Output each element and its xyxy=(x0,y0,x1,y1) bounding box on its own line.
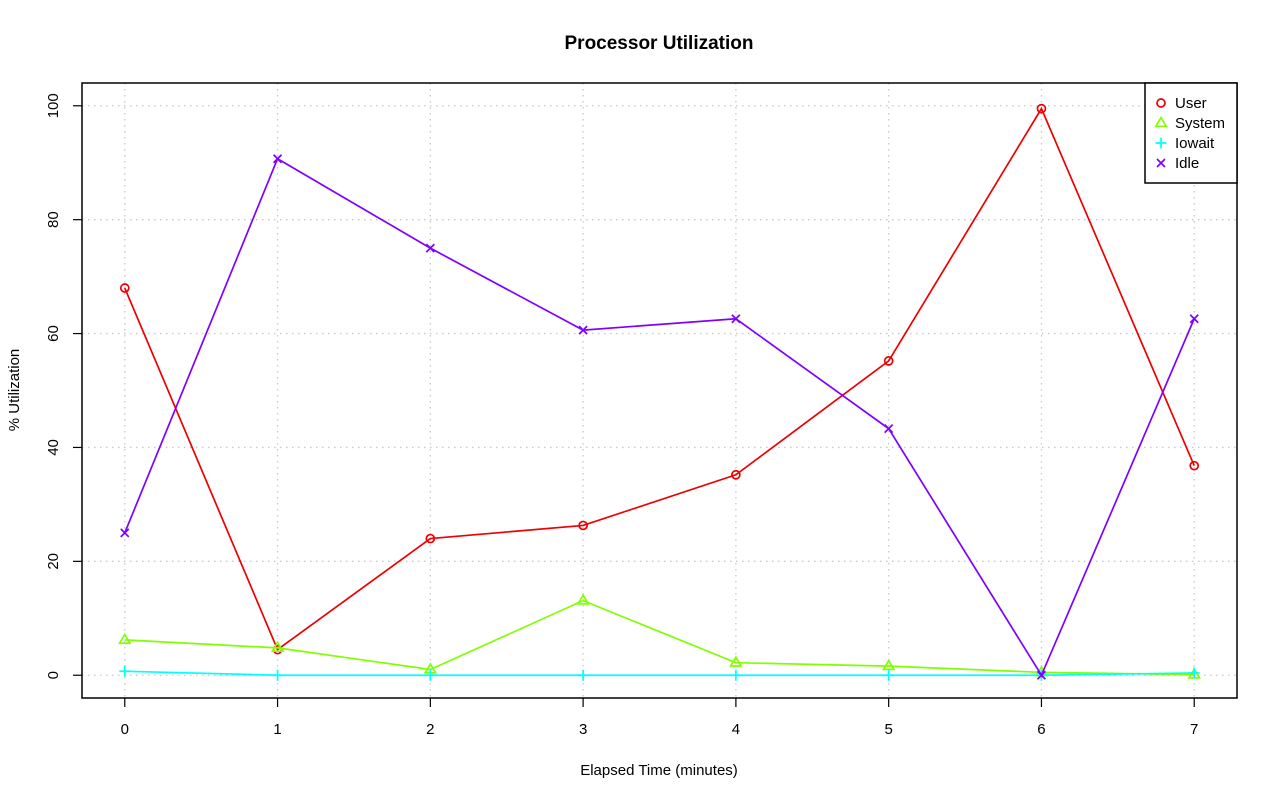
data-point-system-4 xyxy=(729,655,743,667)
data-point-idle-6 xyxy=(1036,670,1047,680)
series-iowait xyxy=(119,665,1200,681)
data-point-iowait-1 xyxy=(272,669,284,681)
y-tick-label-100: 100 xyxy=(45,93,62,118)
data-point-idle-5 xyxy=(884,424,894,434)
data-point-user-2 xyxy=(425,533,436,544)
data-point-system-5 xyxy=(881,658,896,671)
data-point-idle-7 xyxy=(1189,314,1199,324)
y-axis-label: % Utilization xyxy=(6,349,23,432)
legend-label-iowait: Iowait xyxy=(1175,135,1215,152)
x-tick-label-5: 5 xyxy=(884,721,892,738)
legend-marker-system xyxy=(1154,115,1168,128)
series-line-user xyxy=(123,106,1196,651)
series-line-system xyxy=(124,599,1195,676)
y-tick-label-40: 40 xyxy=(45,439,62,456)
x-axis-label: Elapsed Time (minutes) xyxy=(580,762,738,779)
series-line-idle xyxy=(123,157,1196,678)
data-point-iowait-3 xyxy=(577,669,589,681)
plot-frame xyxy=(81,82,1238,699)
data-point-idle-1 xyxy=(272,154,283,164)
data-point-iowait-7 xyxy=(1188,667,1200,679)
legend-marker-idle xyxy=(1156,158,1166,168)
data-point-iowait-0 xyxy=(119,665,131,677)
data-point-idle-2 xyxy=(425,243,435,253)
data-point-user-5 xyxy=(883,356,894,366)
y-tick-label-20: 20 xyxy=(45,553,62,570)
legend-label-system: System xyxy=(1175,115,1225,132)
legend-label-idle: Idle xyxy=(1175,155,1199,172)
chart-title: Processor Utilization xyxy=(565,33,754,54)
x-tick-label-0: 0 xyxy=(121,721,129,738)
series-line-iowait xyxy=(124,670,1195,677)
data-point-system-3 xyxy=(576,593,590,605)
data-point-user-7 xyxy=(1189,460,1200,471)
x-tick-label-1: 1 xyxy=(273,721,281,738)
data-point-system-0 xyxy=(118,632,132,645)
series-user xyxy=(119,103,1200,655)
data-point-idle-0 xyxy=(120,528,130,538)
data-point-system-1 xyxy=(270,640,285,653)
data-point-user-3 xyxy=(578,520,588,531)
data-point-user-4 xyxy=(731,469,741,480)
y-tick-label-0: 0 xyxy=(45,671,62,679)
series-system xyxy=(118,593,1201,679)
x-tick-label-7: 7 xyxy=(1190,721,1198,738)
data-point-user-0 xyxy=(119,283,130,293)
data-point-user-6 xyxy=(1036,103,1047,114)
data-point-idle-4 xyxy=(731,314,741,324)
data-point-idle-3 xyxy=(578,325,588,335)
data-point-iowait-2 xyxy=(424,669,436,681)
data-point-iowait-5 xyxy=(883,669,895,681)
legend-label-user: User xyxy=(1175,95,1207,112)
x-tick-label-3: 3 xyxy=(579,721,587,738)
legend-marker-user xyxy=(1156,98,1166,108)
x-tick-label-6: 6 xyxy=(1037,721,1045,738)
y-tick-label-80: 80 xyxy=(45,211,62,228)
x-tick-label-2: 2 xyxy=(426,721,434,738)
legend: User System Iowait Idle xyxy=(1144,82,1238,184)
x-tick-label-4: 4 xyxy=(732,721,740,738)
y-tick-label-60: 60 xyxy=(45,325,62,342)
data-point-iowait-4 xyxy=(730,669,742,681)
series-idle xyxy=(120,154,1199,680)
grid-lines xyxy=(82,83,1237,698)
legend-marker-iowait xyxy=(1155,137,1167,149)
